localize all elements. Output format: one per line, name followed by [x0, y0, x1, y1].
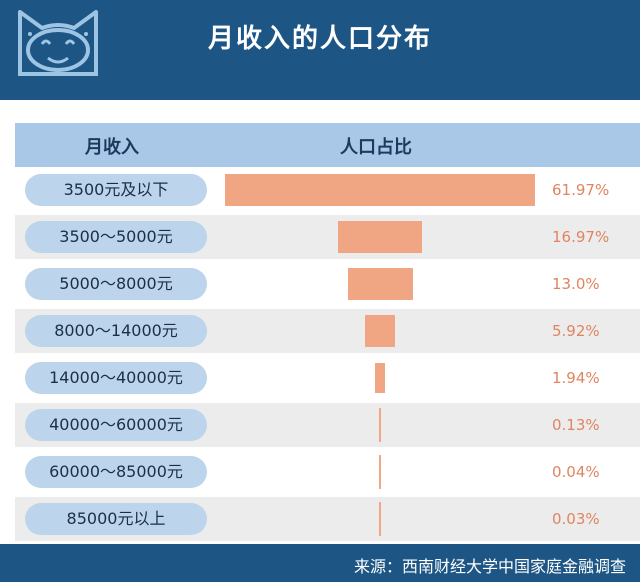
- percent-label: 1.94%: [552, 369, 600, 387]
- category-label: 3500元及以下: [25, 174, 207, 206]
- bar: [347, 268, 413, 300]
- percent-label: 5.92%: [552, 322, 600, 340]
- bar: [375, 363, 385, 393]
- percent-label: 0.04%: [552, 463, 600, 481]
- bar: [337, 221, 423, 253]
- category-label: 85000元以上: [25, 503, 207, 535]
- header-bar: 月收入的人口分布: [0, 0, 640, 100]
- percent-label: 61.97%: [552, 181, 610, 199]
- bar: [379, 455, 381, 489]
- share-column-header: 人口占比: [340, 137, 412, 158]
- cat-logo-icon: [18, 10, 98, 76]
- bar: [365, 315, 395, 347]
- source-note: 来源：西南财经大学中国家庭金融调查: [353, 557, 626, 576]
- percent-label: 13.0%: [552, 275, 600, 293]
- chart-title: 月收入的人口分布: [207, 24, 432, 54]
- category-label: 40000～60000元: [25, 409, 207, 441]
- column-header-row: 月收入 人口占比: [15, 123, 640, 167]
- bar: [379, 408, 381, 442]
- percent-label: 16.97%: [552, 228, 610, 246]
- bar: [379, 502, 381, 536]
- category-label: 3500～5000元: [25, 221, 207, 253]
- percent-label: 0.03%: [552, 510, 600, 528]
- category-label: 60000～85000元: [25, 456, 207, 488]
- income-column-header: 月收入: [85, 137, 139, 158]
- category-label: 5000～8000元: [25, 268, 207, 300]
- footer-bar: 来源：西南财经大学中国家庭金融调查: [0, 544, 640, 582]
- category-label: 8000～14000元: [25, 315, 207, 347]
- bar: [225, 174, 535, 206]
- percent-label: 0.13%: [552, 416, 600, 434]
- category-label: 14000～40000元: [25, 362, 207, 394]
